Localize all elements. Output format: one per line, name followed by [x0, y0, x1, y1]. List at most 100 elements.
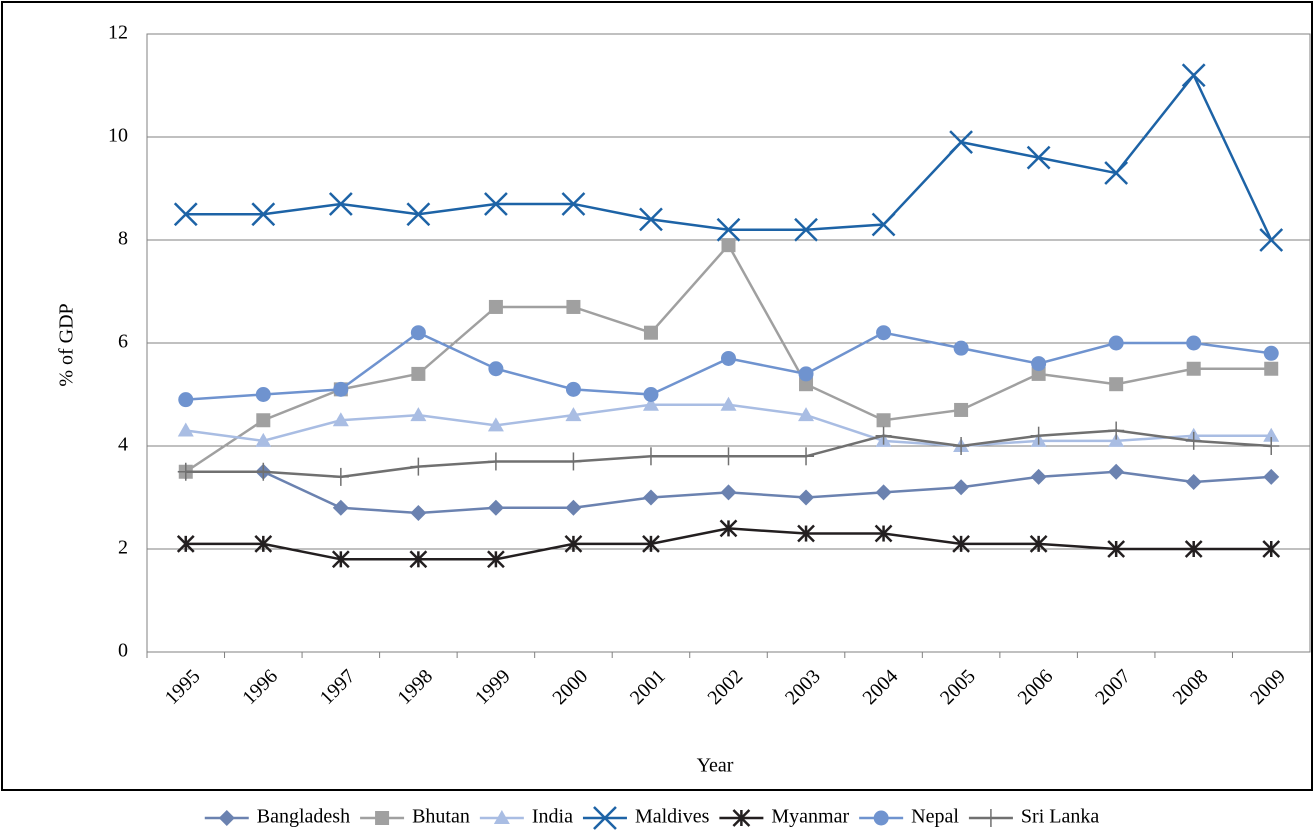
data-point: [874, 524, 893, 543]
marker-shape: [487, 499, 504, 516]
marker-shape: [643, 387, 659, 402]
marker-shape: [375, 811, 390, 825]
marker-shape: [1104, 161, 1129, 185]
data-point: [1264, 361, 1279, 376]
data-point: [1026, 145, 1051, 170]
marker-shape: [1109, 377, 1124, 392]
marker-shape: [875, 484, 892, 501]
marker-shape: [1186, 335, 1202, 351]
data-point: [643, 387, 659, 402]
legend-label: Bhutan: [412, 806, 470, 828]
marker-shape: [493, 810, 510, 824]
data-point: [176, 534, 195, 553]
data-point: [642, 447, 659, 466]
data-point: [333, 381, 349, 397]
data-point: [487, 452, 504, 471]
data-point: [799, 377, 814, 392]
y-tick-label: 4: [118, 434, 128, 456]
marker-shape: [565, 499, 582, 516]
data-point: [328, 192, 353, 216]
marker-shape: [1030, 468, 1047, 485]
marker-shape: [173, 202, 198, 227]
data-point: [564, 534, 583, 553]
data-point: [876, 413, 891, 428]
data-point: [565, 381, 581, 397]
data-point: [1030, 468, 1047, 485]
marker-shape: [721, 238, 736, 253]
data-point: [1108, 463, 1125, 480]
marker-shape: [1108, 463, 1125, 480]
data-point: [721, 238, 736, 253]
data-point: [254, 534, 273, 553]
marker-shape: [410, 504, 427, 521]
data-point: [952, 534, 970, 553]
marker-shape: [720, 484, 737, 501]
marker-shape: [218, 810, 235, 826]
data-point: [1109, 377, 1124, 392]
marker-shape: [256, 413, 271, 428]
data-point: [565, 407, 582, 422]
data-point: [949, 130, 973, 155]
marker-shape: [328, 192, 353, 216]
legend-marker: [493, 810, 510, 824]
data-point: [719, 519, 738, 538]
marker-shape: [1031, 366, 1046, 381]
marker-shape: [566, 299, 581, 314]
data-point: [1108, 432, 1125, 447]
data-point: [720, 484, 737, 501]
marker-shape: [1026, 145, 1051, 170]
data-point: [487, 499, 504, 516]
data-point: [256, 413, 271, 428]
marker-shape: [873, 810, 889, 826]
x-tick-label: 2002: [703, 665, 747, 709]
legend-label: India: [532, 806, 573, 828]
marker-shape: [177, 422, 194, 437]
x-tick-label: 1999: [471, 665, 515, 709]
marker-shape: [333, 381, 349, 397]
data-point: [565, 499, 582, 516]
data-point: [251, 202, 276, 227]
data-point: [1108, 421, 1125, 440]
legend-marker: [982, 809, 999, 827]
marker-shape: [410, 325, 426, 341]
data-point: [871, 212, 896, 237]
data-point: [565, 452, 582, 471]
data-point: [794, 217, 818, 242]
data-point: [331, 550, 350, 569]
data-point: [875, 484, 892, 501]
marker-shape: [639, 207, 663, 232]
marker-shape: [487, 417, 504, 432]
data-point: [798, 407, 815, 422]
data-point: [642, 534, 660, 553]
marker-shape: [953, 340, 969, 356]
marker-shape: [1108, 335, 1124, 351]
x-tick-label: 2006: [1014, 665, 1058, 709]
marker-shape: [1108, 432, 1125, 447]
marker-shape: [643, 325, 658, 340]
marker-shape: [488, 361, 504, 377]
marker-shape: [642, 489, 659, 506]
data-point: [954, 402, 969, 417]
plot-border: [146, 33, 1311, 653]
data-point: [255, 462, 272, 481]
marker-shape: [721, 350, 736, 366]
x-tick-label: 2000: [548, 665, 592, 709]
marker-shape: [484, 192, 508, 216]
marker-shape: [332, 412, 349, 427]
legend-label: Myanmar: [771, 806, 849, 828]
marker-shape: [720, 396, 737, 411]
marker-shape: [332, 499, 349, 516]
data-point: [1185, 431, 1202, 450]
data-point: [332, 467, 349, 486]
y-tick-label: 6: [118, 331, 128, 353]
legend-marker: [593, 806, 617, 830]
series-line: [185, 72, 1273, 241]
marker-shape: [411, 366, 426, 381]
data-point: [643, 325, 658, 340]
marker-shape: [798, 489, 815, 506]
y-tick-label: 8: [118, 228, 128, 250]
data-point: [720, 447, 737, 466]
data-point: [1259, 228, 1284, 252]
data-point: [484, 192, 508, 216]
